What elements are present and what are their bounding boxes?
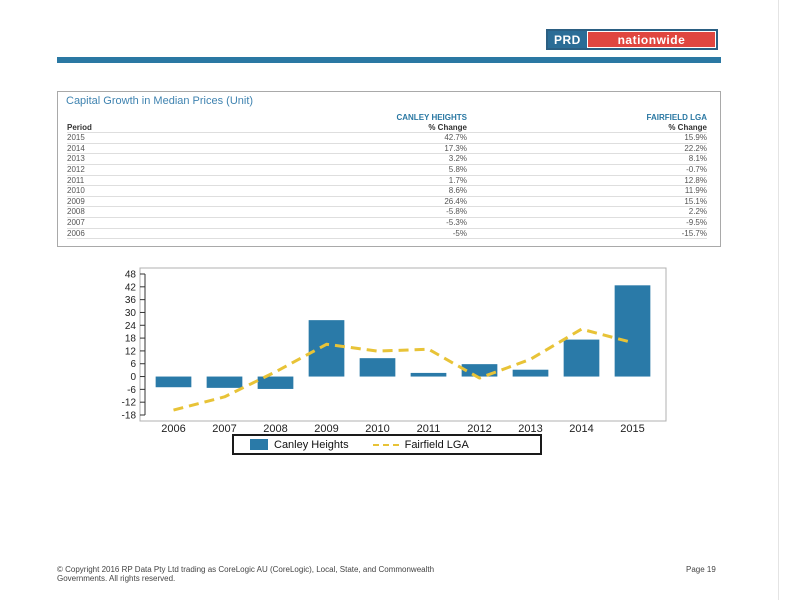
table-cell: 2009 [67,196,217,208]
y-tick-label: 48 [125,270,137,281]
table-cell: 17.3% [217,143,467,155]
table-row: 2009 26.4% 15.1% [67,196,707,208]
y-tick-label: 24 [125,321,137,332]
bar-canley-heights-2014 [563,339,600,377]
x-tick-label: 2012 [467,423,491,432]
table-row: 2014 17.3% 22.2% [67,143,707,155]
x-tick-label: 2013 [518,423,542,432]
copyright-footer: © Copyright 2016 RP Data Pty Ltd trading… [57,565,577,583]
table-cell: 11.9% [467,185,707,197]
table-cell: 26.4% [217,196,467,208]
table-cell: 2007 [67,217,217,229]
y-tick-label: 18 [125,334,137,345]
x-tick-label: 2009 [314,423,338,432]
x-tick-label: 2011 [417,423,441,432]
table-cell: 12.8% [467,175,707,187]
legend-label-fairfield: Fairfield LGA [404,438,469,451]
group-header-fairfield: FAIRFIELD LGA [646,113,707,122]
table-cell: -9.5% [467,217,707,229]
table-row: 2008 -5.8% 2.2% [67,206,707,218]
x-tick-label: 2006 [161,423,185,432]
y-tick-label: 12 [125,346,137,357]
legend-swatch-fairfield [372,443,399,446]
y-tick-label: 36 [125,295,137,306]
table-row: 2006 -5% -15.7% [67,228,707,240]
bar-canley-heights-2013 [512,369,549,377]
bar-canley-heights-2008 [257,376,294,389]
chart-legend: Canley Heights Fairfield LGA [232,434,542,455]
column-header: Period [67,122,217,134]
x-tick-label: 2010 [365,423,389,432]
group-header-canley: CANLEY HEIGHTS [396,113,467,122]
y-tick-label: 30 [125,308,137,319]
table-cell: 1.7% [217,175,467,187]
table-cell: 22.2% [467,143,707,155]
table-cell: 5.8% [217,164,467,176]
x-tick-label: 2014 [569,423,593,432]
y-tick-label: -12 [122,398,137,409]
page-number: Page 19 [686,565,716,574]
bar-canley-heights-2009 [308,320,345,377]
table-row: 2011 1.7% 12.8% [67,175,707,187]
table-cell: 2011 [67,175,217,187]
legend-swatch-canley [250,439,268,450]
table-row: 2010 8.6% 11.9% [67,185,707,197]
table-row: 2013 3.2% 8.1% [67,153,707,165]
table-cell: 8.1% [467,153,707,165]
table-cell: -5.3% [217,217,467,229]
table-cell: -5.8% [217,206,467,218]
table-cell: 2010 [67,185,217,197]
table-cell: 3.2% [217,153,467,165]
logo-right: nationwide [587,32,715,47]
logo-left: PRD [548,31,587,48]
capital-growth-table: CANLEY HEIGHTS FAIRFIELD LGA Period % Ch… [67,113,707,240]
header-divider [57,57,721,63]
bar-canley-heights-2010 [359,358,396,377]
bar-canley-heights-2007 [206,376,243,388]
table-cell: 42.7% [217,132,467,144]
table-cell: -15.7% [467,228,707,240]
page-edge [778,0,779,600]
column-header: % Change [467,122,707,134]
legend-label-canley: Canley Heights [274,438,349,451]
copyright-line: Governments. All rights reserved. [57,574,176,583]
table-cell: 2014 [67,143,217,155]
table-cell: 2.2% [467,206,707,218]
column-header: % Change [217,122,467,134]
bar-canley-heights-2006 [155,376,192,388]
table-cell: -5% [217,228,467,240]
x-tick-label: 2015 [620,423,644,432]
copyright-line: © Copyright 2016 RP Data Pty Ltd trading… [57,565,435,574]
y-tick-label: -18 [122,411,137,422]
table-cell: 8.6% [217,185,467,197]
bar-canley-heights-2015 [614,285,651,377]
table-cell: 2006 [67,228,217,240]
table-cell: 2008 [67,206,217,218]
table-cell: 2015 [67,132,217,144]
y-tick-label: 6 [130,359,136,370]
table-cell: 15.1% [467,196,707,208]
table-body: 2015 42.7% 15.9% 2014 17.3% 22.2% 2013 3.2% 8.1%… [67,132,707,240]
y-tick-label: 42 [125,282,137,293]
table-row: 2007 -5.3% -9.5% [67,217,707,229]
y-tick-label: -6 [127,385,136,396]
table-row: 2015 42.7% 15.9% [67,132,707,144]
table-cell: -0.7% [467,164,707,176]
capital-growth-table-panel: Capital Growth in Median Prices (Unit) C… [57,91,721,247]
x-tick-label: 2007 [212,423,236,432]
prd-nationwide-logo: PRD nationwide [546,29,718,50]
fairfield-lga-line [173,327,633,412]
table-title: Capital Growth in Median Prices (Unit) [66,95,254,107]
y-tick-label: 0 [130,372,136,383]
table-cell: 2012 [67,164,217,176]
bar-canley-heights-2011 [410,372,447,377]
table-cell: 2013 [67,153,217,165]
table-cell: 15.9% [467,132,707,144]
x-tick-label: 2008 [263,423,287,432]
table-row: 2012 5.8% -0.7% [67,164,707,176]
